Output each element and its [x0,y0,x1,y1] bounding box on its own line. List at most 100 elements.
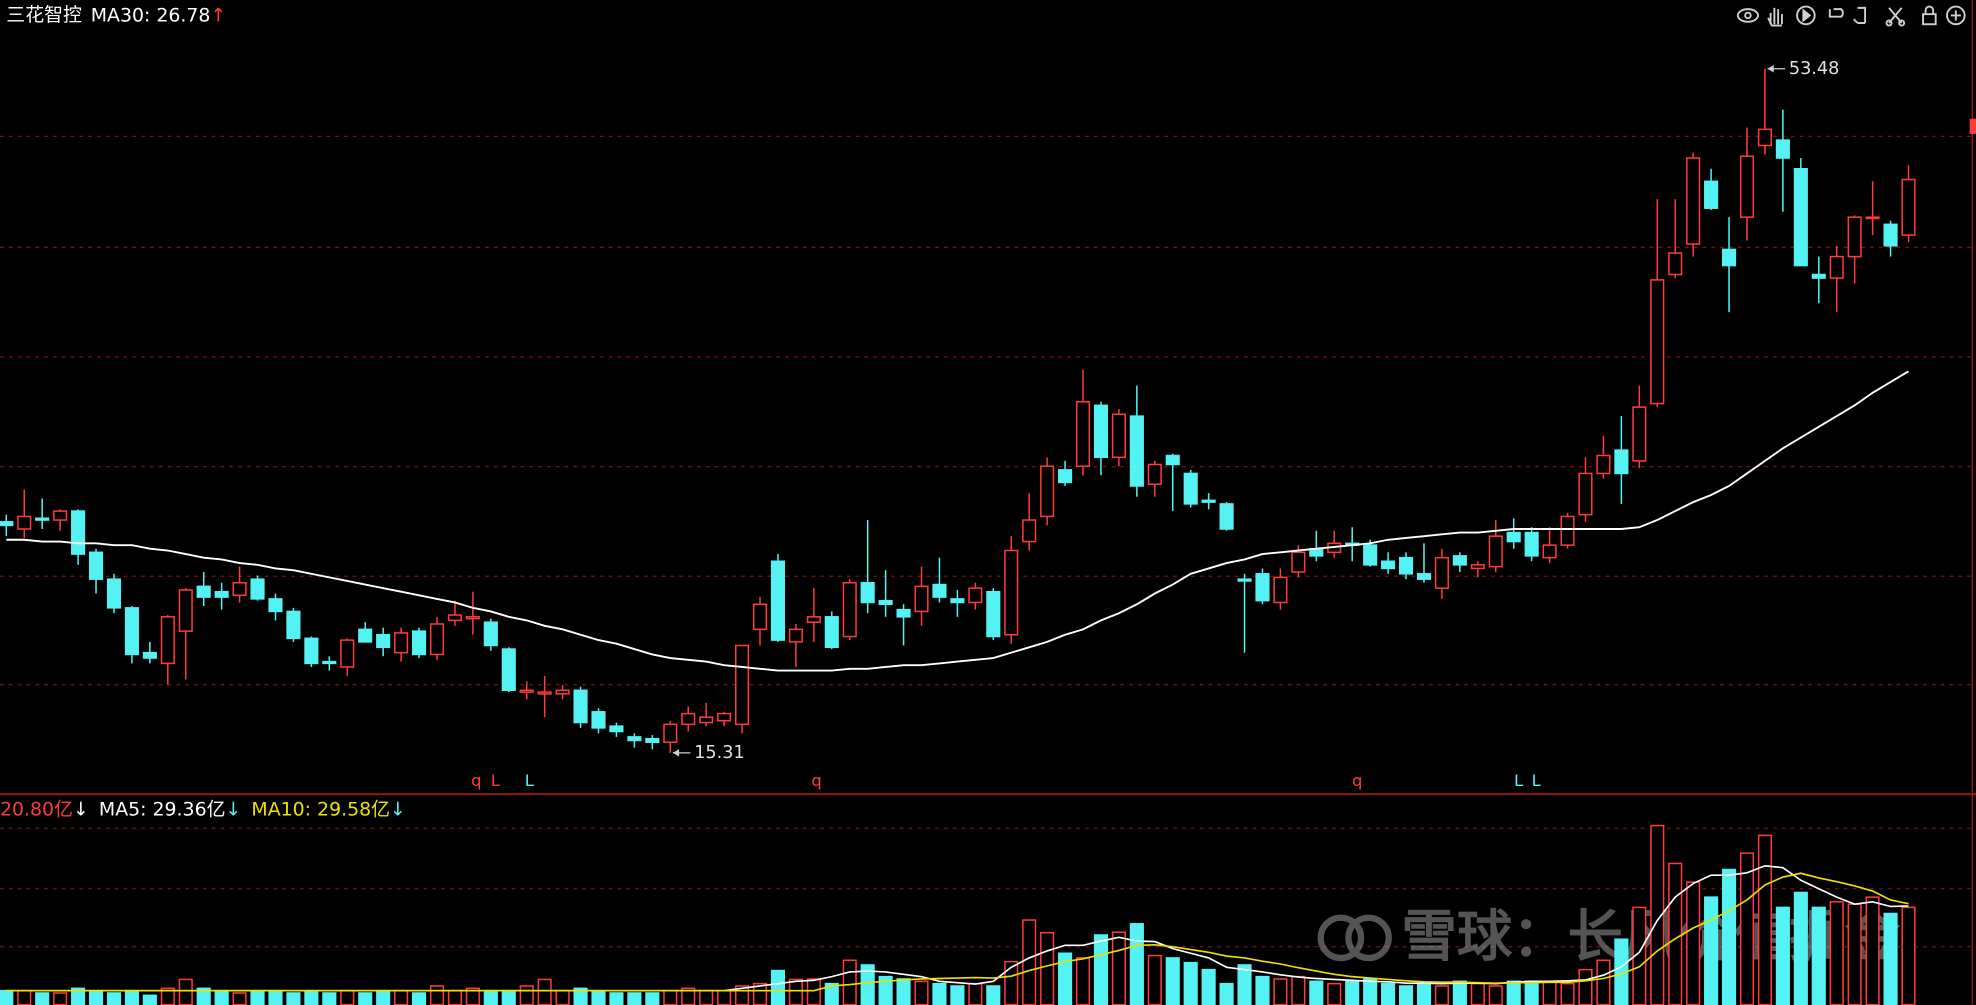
candle-body [681,712,696,726]
candle-body [752,603,768,631]
candle-body [1596,454,1611,475]
volume-bar [1775,906,1790,1005]
volume-bar [1040,931,1055,1005]
volume-bar [1901,906,1916,1005]
candle-body [1129,415,1144,487]
eye-icon[interactable] [1736,8,1759,23]
candle-body [124,607,139,656]
candle-body [268,598,283,613]
signal-marker: q [1352,771,1362,790]
volume-bar [483,989,498,1005]
volume-bar [519,985,534,1005]
undo-icon[interactable] [1828,8,1844,18]
legend-arrow: ↓ [390,798,406,820]
candle-body [699,716,714,724]
candle-body [1883,223,1898,247]
volume-bar [124,989,139,1005]
toolbar[interactable] [1736,5,1966,27]
volume-bar [35,992,50,1005]
candle-body [1291,551,1306,573]
volume-bar [1542,980,1557,1005]
volume-bar [88,989,104,1005]
volume-bar [1129,923,1144,1005]
candle-body [555,689,570,695]
candle-body [788,628,803,643]
volume-bar [1524,980,1539,1005]
volume-bar [699,989,714,1005]
volume-bar [932,982,947,1005]
candle-body [1219,503,1234,530]
stock-name: 三花智控 [6,4,82,26]
candle-body [178,589,193,632]
volume-bar [770,969,786,1005]
play-icon[interactable] [1796,5,1816,26]
volume-bar [627,992,642,1005]
candle-body [1075,400,1091,468]
candle-body [1040,465,1055,518]
candle-body [1111,413,1126,459]
volume-bar [1686,881,1701,1005]
candle-body [1829,255,1844,279]
candle-body [1560,515,1575,546]
candle-body [824,616,839,649]
volume-bar [1309,980,1324,1005]
redo-icon[interactable] [1853,6,1867,24]
candle-body [914,585,929,613]
candle-body [1721,248,1737,267]
scissors-icon[interactable] [1885,7,1906,27]
lock-icon[interactable] [1922,5,1937,26]
candle-body [1757,128,1772,147]
volume-bar [178,978,193,1005]
volume-bar [1183,961,1198,1005]
candle-body [214,590,229,598]
volume-bar [1847,903,1862,1005]
candle-body [806,616,821,623]
volume-bar [1345,980,1360,1005]
candle-body [1093,404,1109,459]
candle-body [842,582,857,638]
volume-bar [411,992,427,1005]
volume-bar [106,992,122,1005]
volume-bar [1075,957,1091,1005]
plus-icon[interactable] [1946,5,1966,26]
candle-body [232,582,247,597]
volume-bar [358,992,373,1005]
watermark-logo [1345,914,1392,962]
candle-body [591,711,606,729]
candle-body [1416,573,1432,580]
candle-body [986,590,1001,638]
hand-icon[interactable] [1767,7,1783,27]
volume-bar [1398,985,1414,1005]
volume-bar [1829,901,1844,1005]
candle-body [1201,499,1216,503]
watermark-logo [1317,914,1365,962]
candle-body [465,616,480,620]
candle-body [1524,531,1539,557]
candle-body [1578,472,1593,516]
candle-body [1739,155,1755,218]
volume-bar [1560,982,1575,1005]
volume-bar [340,989,355,1005]
volume-bar [1147,954,1162,1005]
candle-body [1686,157,1701,245]
candle-body [1793,168,1808,267]
candle-body [1255,573,1270,602]
volume-bar [268,989,283,1005]
candle-body [1542,544,1557,559]
candle-body [1237,578,1252,582]
candle-body [1165,454,1180,466]
volume-bar [1093,934,1109,1005]
candle-body [537,691,552,695]
volume-bar [1022,919,1037,1005]
candle-body [340,639,355,668]
signal-marker: q [471,771,481,790]
candle-body [932,583,947,598]
volume-bar [1739,852,1755,1005]
volume-bar [1452,980,1467,1005]
legend-text: 20.80亿 [0,798,73,820]
volume-bar [1596,959,1611,1005]
candle-body [196,585,211,598]
candle-body [1668,252,1683,276]
candle-body [17,515,32,530]
volume-bar [1668,862,1683,1005]
